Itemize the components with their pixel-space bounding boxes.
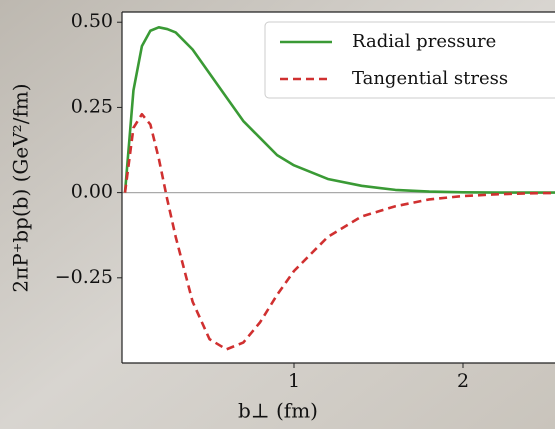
y-tick-label: −0.25	[55, 266, 113, 288]
series-line	[123, 26, 555, 194]
x-tick-label: 1	[288, 370, 300, 392]
y-tick-label: 0.25	[71, 95, 113, 117]
legend-label: Radial pressure	[352, 31, 496, 52]
y-tick-label: 0.50	[71, 10, 113, 32]
plot	[122, 26, 555, 351]
series-line	[123, 112, 555, 351]
y-axis-label: 2πP⁺bp(b) (GeV²/fm)	[9, 83, 33, 292]
legend-label: Tangential stress	[352, 68, 508, 89]
y-tick-label: 0.00	[71, 181, 113, 203]
x-tick-label: 2	[457, 370, 469, 392]
legend: Radial pressure Tangential stress	[264, 21, 555, 99]
x-axis-label: b⊥ (fm)	[238, 399, 318, 423]
legend-box	[264, 21, 555, 99]
